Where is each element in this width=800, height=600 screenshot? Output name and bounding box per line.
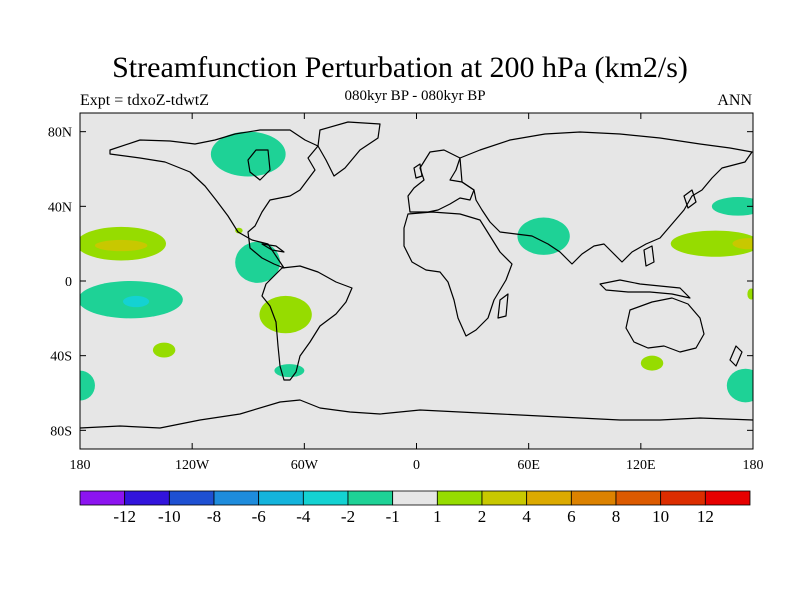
y-tick-label: 40N [48,200,72,215]
colorbar-label: -2 [341,507,355,526]
anomaly-patch [235,241,281,283]
colorbar-label: 1 [433,507,442,526]
coastline-antarctica [80,399,753,429]
anomaly-patch [747,288,753,300]
colorbar-swatch [570,490,617,506]
anomaly-patch [726,368,753,403]
anomaly-patch [259,295,312,334]
y-tick-label: 40S [50,350,72,365]
anomaly-patch [94,239,148,252]
x-tick-label: 60E [517,458,540,473]
coastline-africa [403,211,513,337]
colorbar-swatch [481,490,528,506]
colorbar-swatch [436,490,483,506]
colorbar-swatch [302,490,349,506]
anomaly-patch [640,355,664,371]
coastline-britain [413,163,423,179]
anomaly-patch [210,131,286,177]
axis-layer: 180 120W 60W 0 60E 120E 180 80N 40N 0 40S 80S [48,113,764,473]
coastline-japan [683,189,697,209]
anomaly-patch [274,364,305,378]
coastline-madagascar [497,293,509,319]
colorbar: -12 -10 -8 -6 -4 -2 -1 1 2 4 6 8 10 12 [79,490,751,526]
y-tick-label: 80S [50,424,72,439]
anomaly-patch [711,197,753,216]
x-tick-label: 180 [743,458,764,473]
anomaly-patch [732,238,753,250]
chart-title: Streamfunction Perturbation at 200 hPa (… [112,51,688,84]
map-background [80,113,753,449]
x-tick-label: 120E [626,458,656,473]
coastline-indonesia [599,279,691,299]
colorbar-label: -4 [296,507,311,526]
colorbar-label: -8 [207,507,221,526]
colorbar-label: -10 [158,507,181,526]
coastline-hudson-bay [247,149,271,181]
y-tick-label: 80N [48,126,72,141]
x-tick-label: 60W [291,458,319,473]
anomaly-layer [80,131,753,403]
colorbar-label: 2 [478,507,487,526]
colorbar-label: -6 [252,507,266,526]
colorbar-swatch [704,490,751,506]
colorbar-swatch [124,490,170,506]
colorbar-swatch [660,490,706,506]
colorbar-swatch [526,490,572,506]
x-tick-label: 120W [175,458,210,473]
anomaly-patch [235,227,243,234]
colorbar-label: 10 [652,507,669,526]
anomaly-patch [152,342,176,358]
coastline-cuba [261,243,285,253]
coastline-new-zealand [729,345,743,367]
coastline-philippines [643,245,655,267]
colorbar-label: -12 [113,507,136,526]
anomaly-patch [80,370,95,401]
colorbar-swatch [79,490,126,506]
colorbar-label: 4 [522,507,531,526]
season-label: ANN [717,92,752,109]
colorbar-swatch [347,490,394,506]
colorbar-swatch [392,490,438,506]
colorbar-label: -1 [386,507,400,526]
colorbar-label: 6 [567,507,576,526]
y-tick-label: 0 [65,275,72,290]
coastline-south-america [261,265,353,381]
period-label: 080kyr BP - 080kyr BP [344,88,486,104]
anomaly-patch [122,295,150,308]
coastline-north-america [109,129,319,269]
colorbar-swatch [258,490,304,506]
colorbar-swatch [168,490,215,506]
colorbar-label: 8 [612,507,621,526]
colorbar-swatch [213,490,260,506]
colorbar-swatch [615,490,662,506]
x-tick-label: 0 [413,458,420,473]
coastline-greenland [317,121,381,177]
x-tick-label: 180 [70,458,91,473]
coastline-asia [459,131,753,265]
coastline-australia [625,297,705,353]
experiment-label: Expt = tdxoZ-tdwtZ [80,92,210,109]
coastline-europe [407,149,475,213]
coastline-layer [80,121,753,429]
anomaly-patch [517,217,570,255]
anomaly-patch [670,230,753,257]
colorbar-label: 12 [697,507,714,526]
